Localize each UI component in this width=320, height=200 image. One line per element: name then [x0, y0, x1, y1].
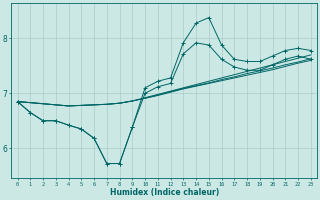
X-axis label: Humidex (Indice chaleur): Humidex (Indice chaleur) [109, 188, 219, 197]
